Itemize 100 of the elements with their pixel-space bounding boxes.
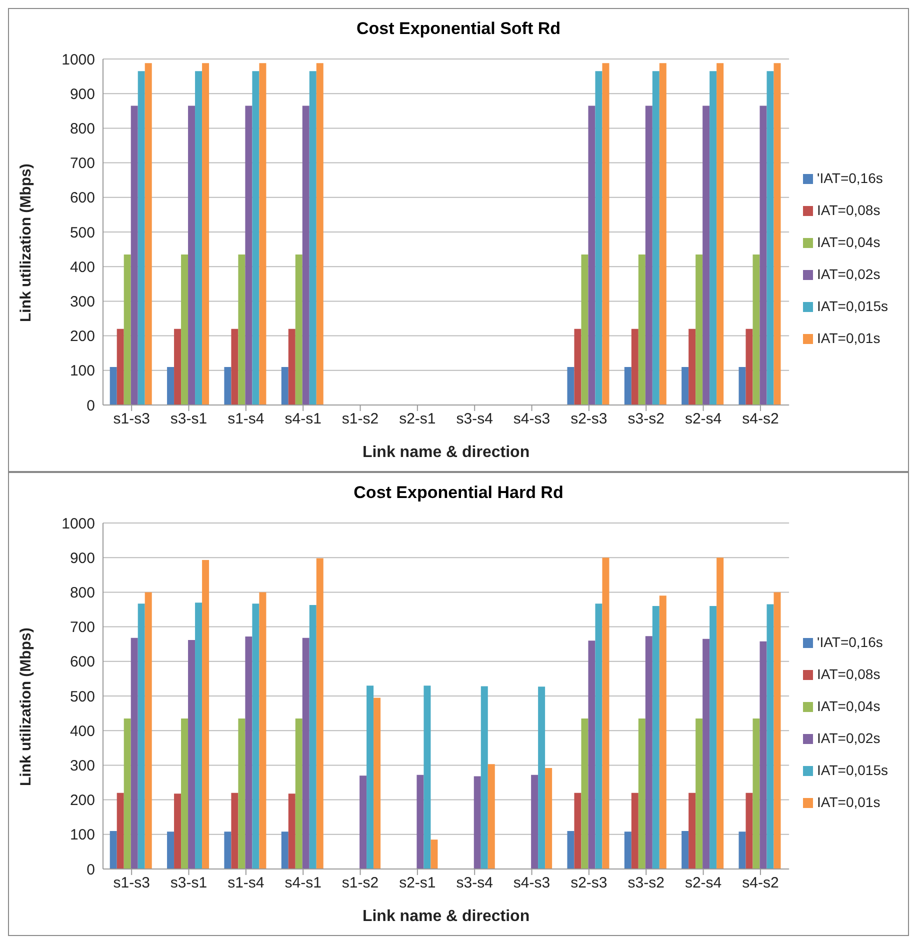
bar [688,792,696,869]
x-tick-label: s3-s1 [170,874,208,892]
bar [752,254,760,405]
x-tick-label: s1-s2 [342,874,379,892]
bar [224,366,232,405]
bar [631,328,638,405]
legend-label: 'IAT=0,16s [817,634,883,650]
legend-label: IAT=0,01s [817,794,880,810]
bar [430,840,438,869]
y-tick-label: 700 [70,619,95,636]
bar [144,63,152,405]
legend-label: IAT=0,08s [817,666,880,682]
bar [288,328,296,405]
bar [202,63,210,405]
y-tick-label: 100 [70,362,95,380]
bar [316,558,324,869]
legend-label: IAT=0,015s [817,298,888,314]
bar [110,830,117,869]
x-axis-title: Link name & direction [362,444,530,461]
legend-label: IAT=0,08s [817,202,880,218]
bar [295,718,302,869]
y-tick-label: 200 [70,328,95,346]
bar [710,606,717,869]
y-tick-label: 400 [70,722,95,740]
bar [710,71,717,405]
bar [682,830,689,869]
bar [281,832,288,869]
bar [652,71,660,405]
bar [174,794,182,869]
bar [302,106,310,405]
bar [309,71,316,405]
legend-label: 'IAT=0,16s [817,170,883,186]
bar [567,366,574,405]
bar [245,106,252,405]
y-tick-label: 700 [70,155,95,172]
bar [638,718,646,869]
bar [124,254,131,405]
bar [702,106,710,405]
x-tick-label: s4-s1 [284,874,322,892]
bar [595,71,602,405]
y-tick-label: 100 [70,826,95,844]
y-tick-label: 1000 [62,515,95,532]
y-tick-label: 600 [70,654,95,671]
bar [645,106,652,405]
x-tick-label: s1-s3 [113,874,150,892]
bar [488,764,495,869]
x-tick-label: s2-s3 [570,410,608,428]
bar [645,636,652,869]
bar [309,605,316,869]
bar [531,774,538,869]
bar [245,636,252,869]
bar [716,558,724,869]
bar [474,776,481,869]
bar [130,106,138,405]
y-tick-label: 900 [70,86,95,103]
bar [130,638,138,869]
x-tick-label: s3-s2 [628,874,664,892]
bar [167,366,174,405]
bar [567,830,574,869]
bar [366,686,374,869]
x-tick-label: s1-s2 [342,410,379,428]
bar [746,792,753,869]
bar [238,718,246,869]
x-tick-label: s2-s4 [684,874,722,892]
y-tick-label: 0 [86,397,95,414]
y-axis-title: Link utilization (Mbps) [17,628,34,786]
x-tick-label: s3-s4 [456,874,493,892]
x-tick-label: s1-s3 [113,410,150,428]
bar [746,328,753,405]
bar [752,718,760,869]
bar [696,254,703,405]
bar [416,774,424,869]
x-tick-label: s2-s1 [399,410,436,428]
bar [588,640,596,869]
bar [124,718,131,869]
y-tick-label: 300 [70,294,95,311]
bar [602,63,610,405]
bar [652,606,660,869]
bar [360,776,367,869]
x-tick-label: s3-s1 [170,410,208,428]
bar [259,592,266,869]
y-tick-label: 300 [70,758,95,775]
bar [774,592,781,869]
bar [252,604,260,869]
bar [424,686,431,869]
x-tick-label: s3-s2 [628,410,664,428]
y-tick-label: 600 [70,190,95,207]
bar [224,832,232,869]
x-tick-label: s1-s4 [228,874,264,892]
bar [545,768,552,869]
bar [374,698,381,869]
y-axis-title: Link utilization (Mbps) [17,164,34,322]
x-tick-label: s2-s1 [399,874,436,892]
bar [774,63,781,405]
bar [174,328,182,405]
bar [624,832,632,869]
bar [738,832,746,869]
bar [259,63,266,405]
bar [760,106,767,405]
bar [766,604,774,869]
